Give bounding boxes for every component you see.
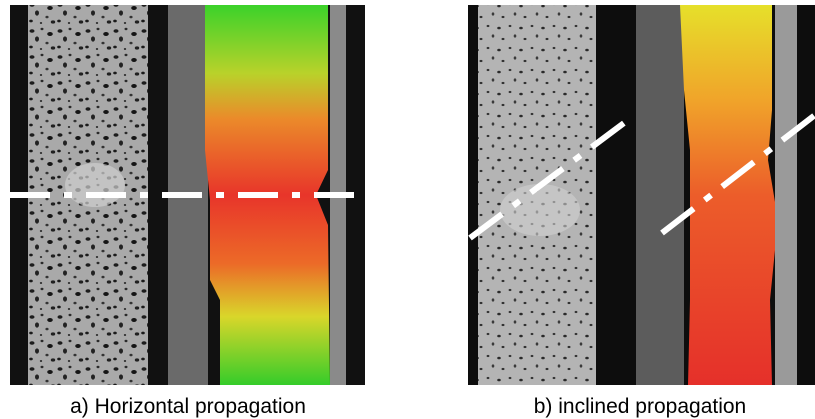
panel-a xyxy=(10,5,365,385)
caption: b) inclined propagation xyxy=(534,395,746,418)
page: a) Horizontal propagation b) inclined pr… xyxy=(0,0,815,419)
panel-b xyxy=(468,5,815,385)
caption: a) Horizontal propagation xyxy=(70,395,306,418)
figure: a) Horizontal propagation b) inclined pr… xyxy=(0,0,815,419)
